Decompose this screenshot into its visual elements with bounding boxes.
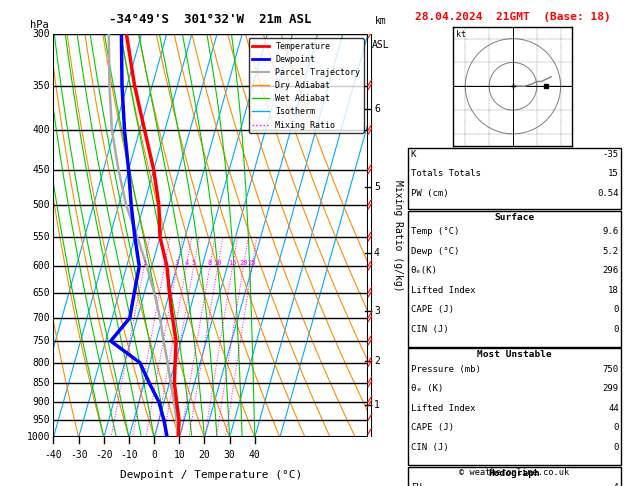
Text: 0: 0 (613, 423, 619, 433)
Text: 20: 20 (239, 260, 248, 266)
Text: θₑ (K): θₑ (K) (411, 384, 443, 394)
Text: 950: 950 (33, 415, 50, 425)
Text: 2: 2 (374, 356, 380, 365)
Text: 15: 15 (608, 169, 619, 178)
Text: 850: 850 (33, 378, 50, 388)
Text: © weatheronline.co.uk: © weatheronline.co.uk (459, 468, 570, 477)
Text: 900: 900 (33, 397, 50, 407)
Text: 750: 750 (33, 336, 50, 346)
Text: hPa: hPa (30, 20, 48, 30)
Text: 3: 3 (175, 260, 179, 266)
Text: 0: 0 (613, 443, 619, 452)
Text: CAPE (J): CAPE (J) (411, 305, 454, 314)
Text: 4: 4 (374, 248, 380, 258)
Text: 800: 800 (33, 358, 50, 367)
Text: 5: 5 (374, 182, 380, 192)
Text: 1: 1 (374, 400, 380, 410)
Text: Most Unstable: Most Unstable (477, 350, 552, 360)
Text: K: K (411, 150, 416, 159)
Text: 40: 40 (249, 450, 260, 459)
Text: -10: -10 (120, 450, 138, 459)
Text: 300: 300 (33, 29, 50, 39)
Text: 5.2: 5.2 (603, 247, 619, 256)
Text: EH: EH (411, 483, 421, 486)
Text: ASL: ASL (372, 40, 389, 50)
Text: Lifted Index: Lifted Index (411, 404, 476, 413)
Text: 4: 4 (184, 260, 189, 266)
Text: 0.54: 0.54 (598, 189, 619, 198)
Text: 600: 600 (33, 261, 50, 271)
Text: 28.04.2024  21GMT  (Base: 18): 28.04.2024 21GMT (Base: 18) (415, 12, 611, 22)
Text: 0: 0 (613, 325, 619, 334)
Text: Pressure (mb): Pressure (mb) (411, 365, 481, 374)
Text: 10: 10 (174, 450, 185, 459)
Text: Dewpoint / Temperature (°C): Dewpoint / Temperature (°C) (120, 469, 302, 480)
Text: 0: 0 (151, 450, 157, 459)
Text: 6: 6 (374, 104, 380, 114)
Text: 44: 44 (608, 404, 619, 413)
Text: -20: -20 (95, 450, 113, 459)
Text: Lifted Index: Lifted Index (411, 286, 476, 295)
Text: 0: 0 (613, 305, 619, 314)
Text: 700: 700 (33, 313, 50, 323)
Text: 400: 400 (33, 125, 50, 136)
Text: 299: 299 (603, 384, 619, 394)
Text: Mixing Ratio (g/kg): Mixing Ratio (g/kg) (393, 180, 403, 292)
Text: 450: 450 (33, 165, 50, 175)
Text: 3: 3 (374, 306, 380, 315)
Text: Dewp (°C): Dewp (°C) (411, 247, 459, 256)
Text: 500: 500 (33, 200, 50, 210)
Text: -34°49'S  301°32'W  21m ASL: -34°49'S 301°32'W 21m ASL (109, 13, 312, 26)
Text: 650: 650 (33, 288, 50, 298)
Text: CIN (J): CIN (J) (411, 325, 448, 334)
Text: 1: 1 (142, 260, 147, 266)
Text: 2: 2 (162, 260, 167, 266)
Text: 15: 15 (228, 260, 237, 266)
Text: 350: 350 (33, 81, 50, 91)
Legend: Temperature, Dewpoint, Parcel Trajectory, Dry Adiabat, Wet Adiabat, Isotherm, Mi: Temperature, Dewpoint, Parcel Trajectory… (249, 38, 364, 133)
Text: 5: 5 (192, 260, 196, 266)
Text: 8: 8 (208, 260, 212, 266)
Text: 750: 750 (603, 365, 619, 374)
Text: Temp (°C): Temp (°C) (411, 227, 459, 237)
Text: 20: 20 (199, 450, 210, 459)
Text: kt: kt (456, 30, 466, 39)
Text: -40: -40 (45, 450, 62, 459)
Text: -30: -30 (70, 450, 87, 459)
Text: 30: 30 (224, 450, 235, 459)
Text: Totals Totals: Totals Totals (411, 169, 481, 178)
Text: PW (cm): PW (cm) (411, 189, 448, 198)
Text: 550: 550 (33, 232, 50, 242)
Text: 25: 25 (248, 260, 257, 266)
Text: θₑ(K): θₑ(K) (411, 266, 438, 276)
Text: CIN (J): CIN (J) (411, 443, 448, 452)
Text: Surface: Surface (494, 213, 535, 222)
Text: -35: -35 (603, 150, 619, 159)
Text: km: km (375, 16, 386, 26)
Text: 1000: 1000 (27, 433, 50, 442)
Text: 9.6: 9.6 (603, 227, 619, 237)
Text: 296: 296 (603, 266, 619, 276)
Text: Hodograph: Hodograph (489, 469, 540, 478)
Text: CAPE (J): CAPE (J) (411, 423, 454, 433)
Text: 10: 10 (214, 260, 222, 266)
Text: -4: -4 (608, 483, 619, 486)
Text: 18: 18 (608, 286, 619, 295)
